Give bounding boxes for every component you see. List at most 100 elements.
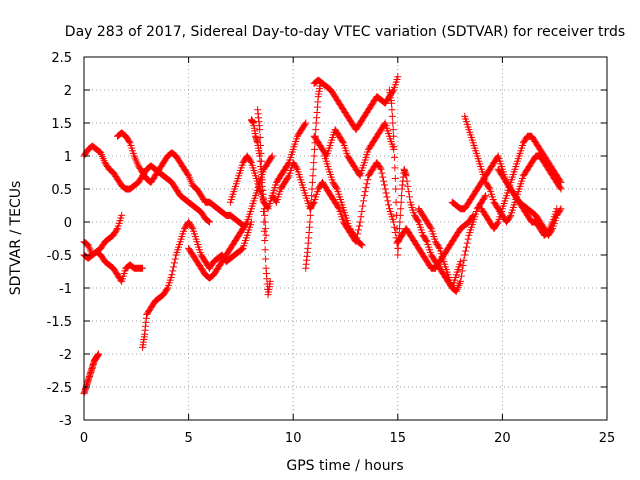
data-point xyxy=(113,226,121,234)
data-point xyxy=(360,192,368,200)
series-trace-n xyxy=(310,119,398,180)
data-point xyxy=(380,120,388,128)
data-point xyxy=(308,185,316,193)
data-point xyxy=(308,178,316,186)
data-point xyxy=(284,160,292,168)
data-point xyxy=(306,211,314,219)
series-trace-h xyxy=(226,119,310,213)
data-point xyxy=(405,188,413,196)
data-point xyxy=(403,177,411,185)
data-point xyxy=(358,207,366,215)
data-point xyxy=(396,211,404,219)
series-trace-f xyxy=(139,218,255,351)
y-tick-label: -2.5 xyxy=(47,381,72,396)
series-trace-d xyxy=(80,211,126,259)
data-point xyxy=(390,132,398,140)
data-point xyxy=(404,182,412,190)
x-tick-label: 0 xyxy=(80,431,88,446)
data-point xyxy=(332,184,340,192)
series-trace-e xyxy=(113,129,247,229)
data-point xyxy=(259,207,267,215)
data-point xyxy=(311,145,319,153)
data-point xyxy=(394,251,402,259)
series-trace-l xyxy=(302,79,324,272)
data-point xyxy=(462,247,470,255)
data-point xyxy=(358,241,366,249)
data-point xyxy=(394,244,402,252)
data-point xyxy=(260,218,268,226)
data-point xyxy=(458,267,466,275)
y-tick-label: 1 xyxy=(64,150,72,165)
data-point xyxy=(242,219,250,227)
data-point xyxy=(388,106,396,114)
data-point xyxy=(266,277,274,285)
data-point xyxy=(394,73,402,81)
data-point xyxy=(398,192,406,200)
y-tick-label: -0.5 xyxy=(47,249,72,264)
data-point xyxy=(204,217,212,225)
data-point xyxy=(170,263,178,271)
x-tick-label: 25 xyxy=(599,431,616,446)
data-point xyxy=(261,246,269,254)
data-point xyxy=(309,165,317,173)
y-tick-label: 2 xyxy=(64,84,72,99)
data-point xyxy=(359,202,367,210)
data-point xyxy=(389,126,397,134)
data-point xyxy=(485,184,493,192)
plot-frame xyxy=(83,56,608,421)
data-point xyxy=(392,185,400,193)
data-point xyxy=(261,236,269,244)
data-point xyxy=(391,164,399,172)
data-point xyxy=(377,165,385,173)
data-point xyxy=(117,276,125,284)
data-point xyxy=(357,240,365,248)
y-tick-label: -2 xyxy=(59,348,72,363)
series-trace-v xyxy=(494,165,561,239)
data-point xyxy=(385,201,393,209)
data-point xyxy=(426,223,434,231)
data-point xyxy=(339,137,347,145)
data-point xyxy=(422,236,430,244)
series-trace-k xyxy=(268,159,402,252)
data-point xyxy=(391,229,399,237)
data-point xyxy=(461,251,469,259)
data-point xyxy=(263,203,271,211)
data-point xyxy=(435,243,443,251)
data-point xyxy=(184,170,192,178)
data-point xyxy=(493,153,501,161)
data-point xyxy=(238,245,246,253)
x-tick-label: 15 xyxy=(390,431,407,446)
series-trace-s xyxy=(448,152,565,239)
data-point xyxy=(390,218,398,226)
data-point xyxy=(262,255,270,263)
y-tick-label: 0 xyxy=(64,216,72,231)
data-point xyxy=(557,178,565,186)
data-point xyxy=(188,223,196,231)
data-point xyxy=(506,213,514,221)
data-point xyxy=(267,153,275,161)
data-point xyxy=(389,87,397,95)
data-point xyxy=(357,240,365,248)
y-tick-label: 2.5 xyxy=(51,51,72,66)
data-point xyxy=(206,218,214,226)
series-trace-r xyxy=(415,192,490,295)
data-point xyxy=(357,213,365,221)
data-point xyxy=(389,119,397,127)
x-tick-labels: 0 5 10 15 20 25 xyxy=(80,431,615,446)
data-point xyxy=(395,225,403,233)
data-point xyxy=(256,126,264,134)
data-point xyxy=(383,193,391,201)
data-point xyxy=(356,218,364,226)
data-point xyxy=(354,226,362,234)
data-point xyxy=(258,176,266,184)
data-point xyxy=(95,350,103,358)
data-point xyxy=(284,173,292,181)
data-point xyxy=(259,186,267,194)
data-point xyxy=(359,197,367,205)
y-tick-label: -1.5 xyxy=(47,315,72,330)
data-point xyxy=(388,112,396,120)
data-point xyxy=(361,188,369,196)
data-point xyxy=(381,185,389,193)
data-point xyxy=(390,143,398,151)
data-point xyxy=(260,227,268,235)
